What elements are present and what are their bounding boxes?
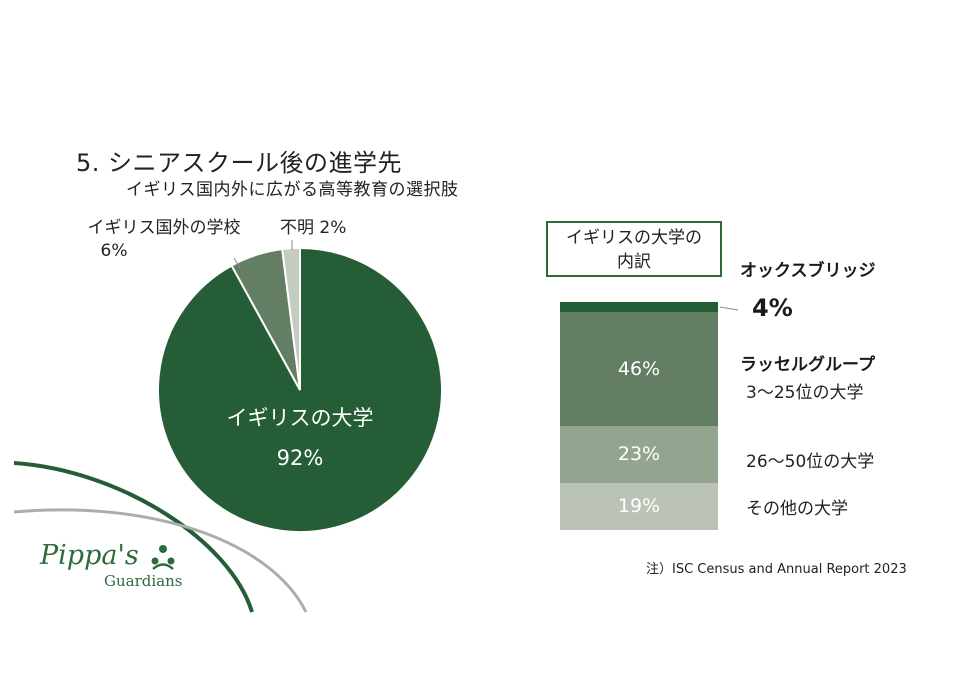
pie-label-abroad: イギリス国外の学校 6%: [64, 217, 264, 263]
legend-mid: 26〜50位の大学: [746, 452, 875, 472]
logo-script: Pippa's: [40, 540, 139, 571]
pie-label-abroad-name: イギリス国外の学校: [87, 218, 241, 238]
stacked-bar: 46% 23% 19%: [560, 302, 718, 530]
page-subtitle: イギリス国内外に広がる高等教育の選択肢: [126, 180, 459, 200]
pie-label-uk-name: イギリスの大学: [226, 406, 374, 430]
legend-russell: ラッセルグループ: [740, 355, 875, 375]
bar-label-other: 19%: [617, 495, 661, 518]
bar-segment-mid: 23%: [560, 425, 718, 483]
green-arc: [13, 461, 254, 613]
breakdown-title-line2: 内訳: [617, 252, 651, 272]
pie-slice-unknown: [281, 246, 301, 391]
bar-label-mid: 23%: [617, 443, 661, 466]
grey-arc: [13, 508, 308, 613]
legend-russell-sub: 3〜25位の大学: [746, 383, 864, 403]
pie-label-abroad-pct: 6%: [100, 241, 128, 261]
bar-segment-russell: 46%: [560, 311, 718, 426]
breakdown-title-box: イギリスの大学の 内訳: [546, 221, 722, 277]
page-title: 5. シニアスクール後の進学先: [76, 149, 403, 177]
bar-label-russell: 46%: [617, 357, 661, 380]
oxbridge-leader-line: [719, 306, 739, 311]
legend-oxbridge-pct: 4%: [752, 294, 793, 322]
pie-label-unknown: 不明 2%: [280, 218, 347, 238]
bar-segment-other: 19%: [560, 482, 718, 530]
pie-label-uk-pct: 92%: [276, 446, 324, 470]
leader-line-abroad: [233, 257, 241, 269]
pie-label-uk: イギリスの大学 92%: [180, 398, 420, 478]
logo: Pippa's Guardians: [40, 540, 190, 596]
legend-other: その他の大学: [746, 499, 848, 519]
source-note: 注）ISC Census and Annual Report 2023: [646, 562, 907, 577]
legend-oxbridge: オックスブリッジ: [740, 261, 876, 281]
logo-word: Guardians: [104, 572, 183, 590]
bar-segment-oxbridge: [560, 302, 718, 312]
people-icon: [151, 545, 175, 570]
breakdown-title-line1: イギリスの大学の: [566, 228, 702, 248]
